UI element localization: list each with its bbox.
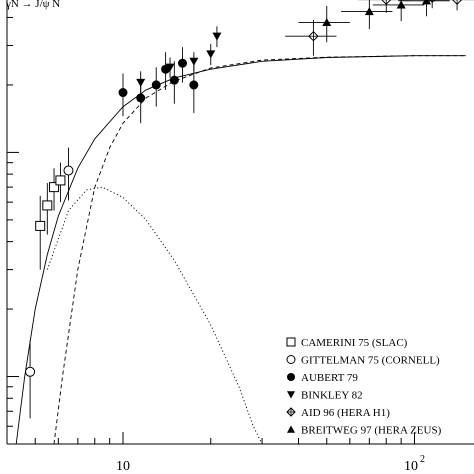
marker-filled-triangle-up	[422, 0, 432, 5]
marker-filled-triangle-down	[287, 391, 295, 399]
marker-filled-triangle-down	[206, 50, 216, 59]
marker-filled-triangle-down	[136, 78, 146, 88]
marker-open-diamond-cross	[308, 30, 319, 42]
marker-filled-triangle-up	[364, 7, 374, 16]
series-1	[25, 147, 74, 419]
legend-entry: AUBERT 79	[287, 372, 358, 384]
theory-curve-dashed	[53, 55, 466, 445]
marker-filled-circle	[178, 58, 188, 68]
x-tick-label: 10	[116, 459, 130, 474]
marker-filled-circle	[151, 80, 161, 90]
legend-label: GITTELMAN 75 (CORNELL)	[301, 355, 440, 367]
marker-filled-circle	[136, 93, 146, 103]
marker-filled-triangle-up	[287, 425, 295, 433]
legend-entry: BINKLEY 82	[287, 390, 363, 402]
x-tick-label: 10 2	[404, 454, 425, 474]
marker-open-diamond-cross	[381, 0, 392, 5]
marker-open-diamond-cross	[452, 0, 463, 5]
marker-open-square	[42, 200, 53, 211]
marker-filled-triangle-up	[322, 17, 332, 27]
legend-entry: GITTELMAN 75 (CORNELL)	[286, 355, 440, 367]
legend-entry: BREITWEG 97 (HERA ZEUS)	[287, 425, 442, 437]
chart-title: γN → J/ψ N	[5, 0, 60, 10]
marker-open-circle	[25, 366, 36, 377]
marker-filled-triangle-up	[396, 0, 406, 9]
marker-filled-circle	[169, 75, 179, 85]
marker-filled-circle	[287, 373, 295, 381]
series-5	[298, 0, 450, 43]
legend: CAMERINI 75 (SLAC) GITTELMAN 75 (CORNELL)…	[286, 337, 442, 437]
axes-layer: 10 10 2	[6, 0, 474, 474]
marker-open-square	[55, 175, 66, 186]
theory-curve-solid	[15, 55, 466, 445]
legend-entry: AID 96 (HERA H1)	[286, 407, 390, 419]
legend-label: CAMERINI 75 (SLAC)	[301, 337, 408, 349]
legend-label: BREITWEG 97 (HERA ZEUS)	[301, 425, 442, 437]
marker-filled-circle	[189, 80, 199, 90]
series-0	[35, 162, 66, 270]
series-3	[136, 26, 222, 96]
marker-open-square	[286, 337, 296, 347]
legend-label: AUBERT 79	[301, 372, 358, 384]
marker-filled-triangle-down	[165, 63, 175, 72]
legend-entry: CAMERINI 75 (SLAC)	[286, 337, 408, 349]
marker-open-circle	[63, 165, 74, 176]
series-2	[118, 47, 199, 124]
points-layer	[25, 0, 474, 419]
marker-filled-triangle-down	[212, 32, 222, 41]
marker-filled-circle	[118, 88, 128, 98]
series-4	[285, 0, 474, 56]
marker-filled-triangle-down	[189, 57, 199, 66]
marker-open-square	[49, 182, 60, 193]
theory-curve-dotted	[46, 186, 263, 445]
legend-label: BINKLEY 82	[301, 390, 363, 402]
curves-layer	[15, 55, 466, 445]
marker-open-diamond-cross	[286, 407, 296, 417]
marker-open-square	[35, 220, 46, 231]
marker-open-circle	[286, 355, 296, 364]
legend-label: AID 96 (HERA H1)	[301, 407, 390, 419]
